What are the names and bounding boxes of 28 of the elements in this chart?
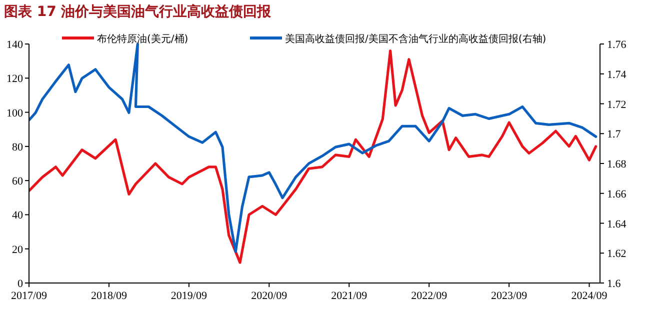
- x-tick-label: 2020/09: [251, 290, 288, 302]
- x-tick-label: 2024/09: [571, 290, 608, 302]
- y2-tick-label: 1.76: [607, 39, 627, 51]
- x-tick-label: 2021/09: [331, 290, 368, 302]
- legend-label: 布伦特原油(美元/桶): [97, 33, 188, 45]
- y-tick-label: 100: [6, 107, 24, 120]
- y2-tick-label: 1.6: [607, 278, 622, 290]
- y2-tick-label: 1.66: [607, 188, 627, 200]
- y-tick-label: 0: [18, 278, 24, 290]
- y-tick-label: 80: [12, 141, 24, 154]
- legend-label: 美国高收益债回报/美国不含油气行业的高收益债回报(右轴): [285, 33, 546, 45]
- y-tick-label: 20: [12, 244, 24, 256]
- y2-tick-label: 1.72: [607, 98, 626, 111]
- y-tick-label: 140: [6, 39, 24, 51]
- y-tick-label: 40: [12, 210, 24, 222]
- y2-tick-label: 1.62: [607, 248, 626, 260]
- y2-tick-label: 1.74: [607, 68, 627, 81]
- y2-tick-label: 1.64: [607, 218, 627, 230]
- y-tick-label: 60: [12, 176, 24, 188]
- y2-tick-label: 1.7: [607, 128, 622, 141]
- x-tick-label: 2023/09: [491, 290, 528, 302]
- y-tick-label: 120: [6, 73, 24, 86]
- x-tick-label: 2022/09: [411, 290, 448, 302]
- chart-title: 图表 17 油价与美国油气行业高收益债回报: [4, 3, 272, 20]
- x-tick-label: 2019/09: [170, 290, 208, 302]
- y2-tick-label: 1.68: [607, 158, 627, 170]
- x-tick-label: 2018/09: [90, 290, 128, 302]
- x-tick-label: 2017/09: [10, 290, 48, 302]
